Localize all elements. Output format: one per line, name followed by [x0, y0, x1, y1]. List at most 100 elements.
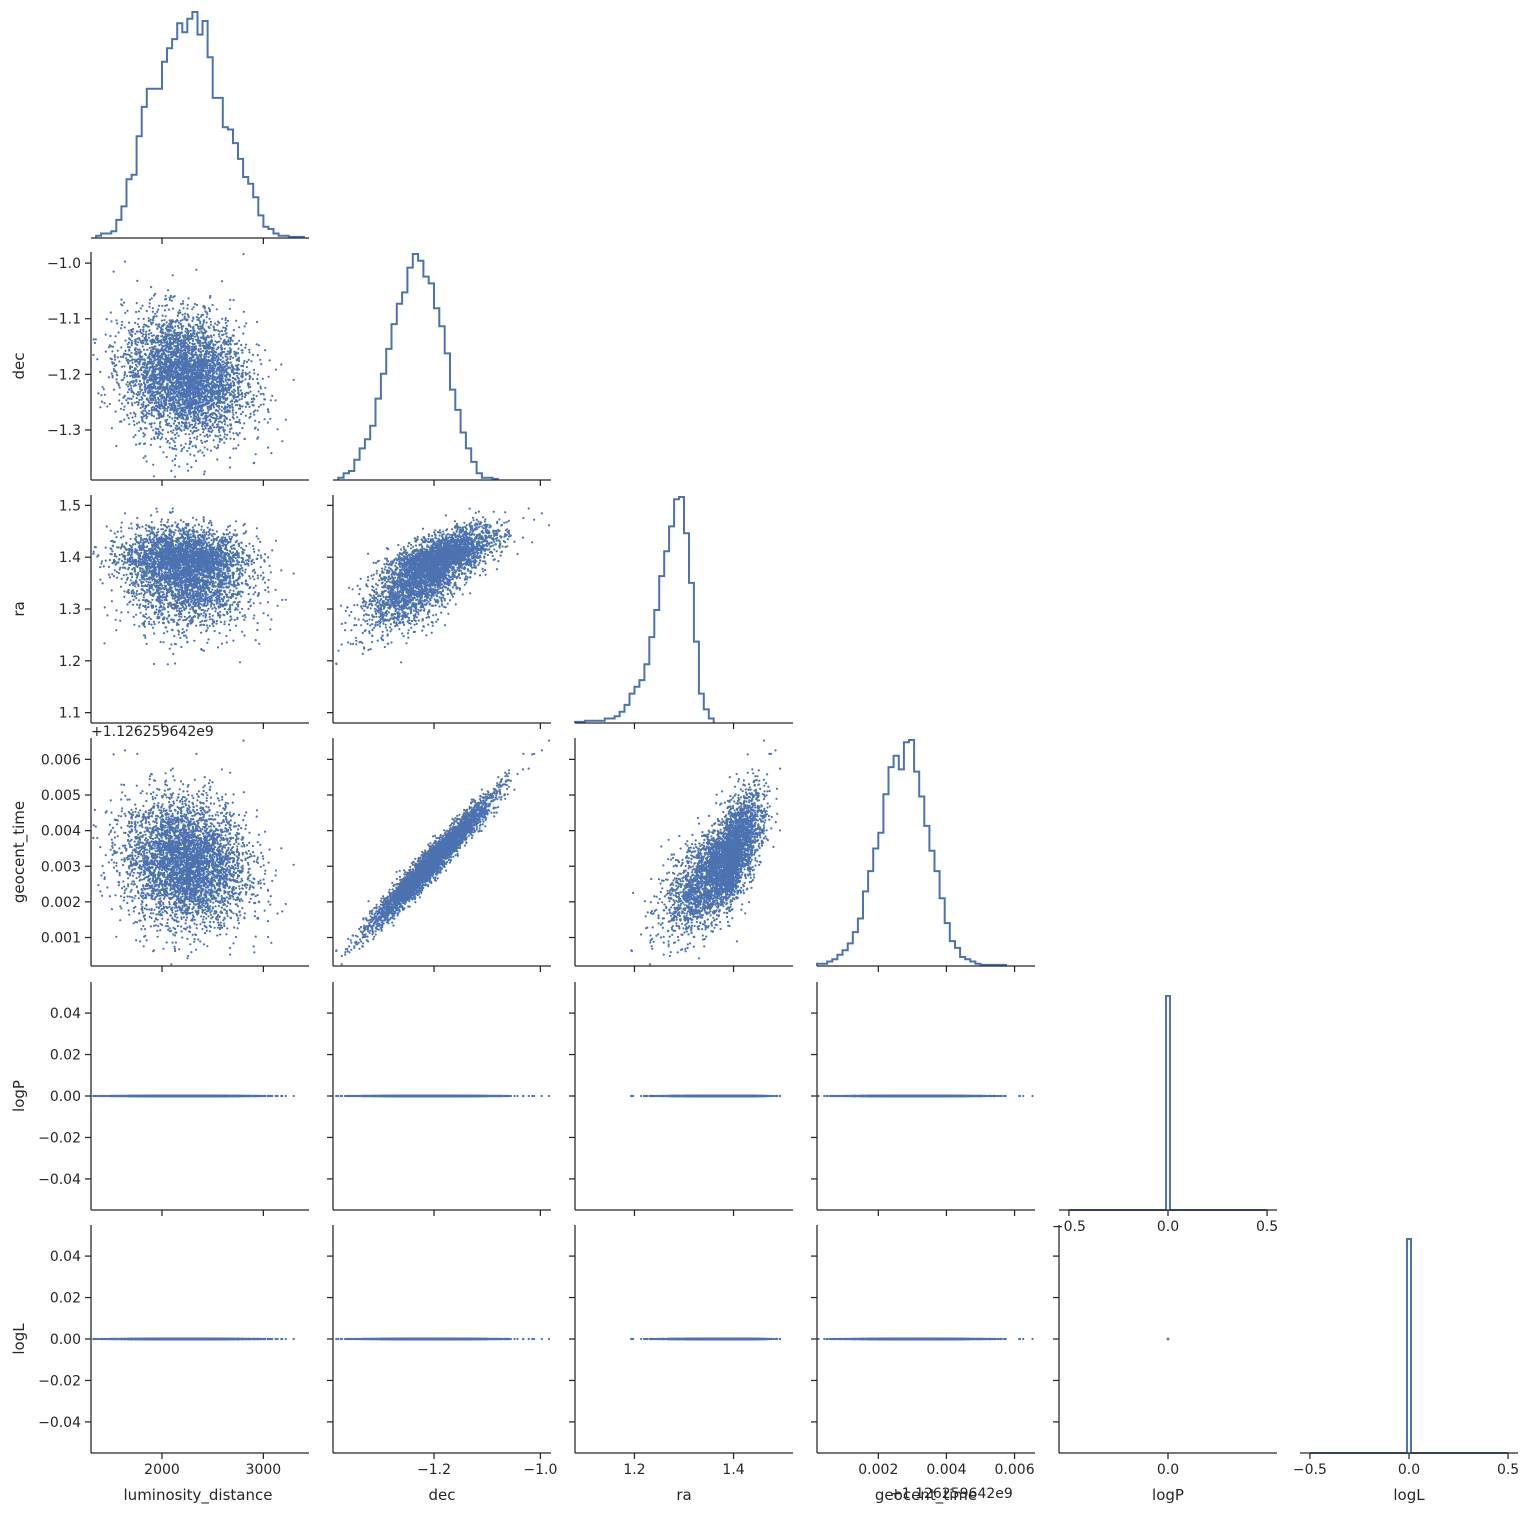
scatter-point [115, 364, 117, 366]
scatter-point [196, 436, 198, 438]
scatter-point [149, 362, 151, 364]
scatter-point [127, 381, 129, 383]
scatter-point [232, 414, 234, 416]
scatter-point [214, 396, 216, 398]
scatter-point [157, 436, 159, 438]
scatter-point [242, 365, 244, 367]
scatter-point [174, 420, 176, 422]
scatter-point [179, 403, 181, 405]
scatter-point [204, 337, 206, 339]
scatter-point [238, 340, 240, 342]
scatter-point [185, 443, 187, 445]
scatter-point [233, 299, 235, 301]
scatter-point [173, 340, 175, 342]
scatter-point [103, 388, 105, 390]
scatter-point [188, 360, 190, 362]
scatter-point [196, 316, 198, 318]
scatter-point [166, 345, 168, 347]
scatter-point [190, 466, 192, 468]
scatter-point [188, 398, 190, 400]
scatter-point [152, 348, 154, 350]
scatter-point [193, 455, 195, 457]
scatter-point [218, 429, 220, 431]
scatter-point [120, 356, 122, 358]
scatter-point [172, 448, 174, 450]
scatter-point [180, 347, 182, 349]
scatter-point [134, 415, 136, 417]
scatter-point [166, 321, 168, 323]
scatter-point [186, 346, 188, 348]
scatter-point [146, 341, 148, 343]
scatter-point [163, 351, 165, 353]
scatter-point [226, 325, 228, 327]
scatter-point [230, 382, 232, 384]
scatter-point [172, 308, 174, 310]
scatter-point [208, 372, 210, 374]
scatter-point [178, 381, 180, 383]
scatter-point [142, 432, 144, 434]
scatter-point [134, 369, 136, 371]
scatter-point [116, 381, 118, 383]
scatter-point [203, 455, 205, 457]
scatter-point [202, 431, 204, 433]
scatter-point [209, 434, 211, 436]
scatter-point [196, 324, 198, 326]
scatter-point [100, 394, 102, 396]
scatter-point [172, 321, 174, 323]
scatter-point [221, 280, 223, 282]
scatter-point [201, 425, 203, 427]
scatter-point [204, 357, 206, 359]
scatter-point [189, 437, 191, 439]
scatter-point [281, 440, 283, 442]
scatter-point [134, 376, 136, 378]
scatter-point [232, 340, 234, 342]
scatter-point [128, 342, 130, 344]
scatter-point [151, 353, 153, 355]
scatter-point [202, 345, 204, 347]
scatter-point [225, 417, 227, 419]
scatter-point [207, 410, 209, 412]
scatter-point [182, 307, 184, 309]
scatter-point [148, 306, 150, 308]
scatter-point [175, 448, 177, 450]
scatter-point [138, 393, 140, 395]
scatter-point [148, 333, 150, 335]
scatter-point [208, 341, 210, 343]
scatter-point [197, 327, 199, 329]
scatter-point [149, 329, 151, 331]
scatter-point [236, 372, 238, 374]
scatter-point [173, 331, 175, 333]
scatter-point [239, 405, 241, 407]
scatter-point [238, 373, 240, 375]
scatter-points [92, 253, 295, 478]
scatter-point [106, 405, 108, 407]
scatter-point [260, 393, 262, 395]
scatter-point [159, 421, 161, 423]
scatter-point [111, 350, 113, 352]
scatter-point [207, 406, 209, 408]
scatter-point [208, 327, 210, 329]
scatter-point [131, 362, 133, 364]
scatter-point [172, 274, 174, 276]
scatter-point [170, 470, 172, 472]
scatter-point [227, 320, 229, 322]
scatter-point [142, 329, 144, 331]
scatter-point [264, 349, 266, 351]
scatter-point [229, 438, 231, 440]
scatter-point [119, 387, 121, 389]
scatter-point [229, 347, 231, 349]
scatter-point [160, 413, 162, 415]
scatter-point [208, 307, 210, 309]
scatter-point [103, 402, 105, 404]
scatter-point [168, 422, 170, 424]
scatter-point [163, 364, 165, 366]
scatter-point [111, 361, 113, 363]
scatter-point [203, 320, 205, 322]
scatter-point [128, 330, 130, 332]
scatter-point [220, 344, 222, 346]
scatter-point [175, 455, 177, 457]
scatter-point [115, 445, 117, 447]
scatter-point [178, 327, 180, 329]
scatter-point [244, 378, 246, 380]
